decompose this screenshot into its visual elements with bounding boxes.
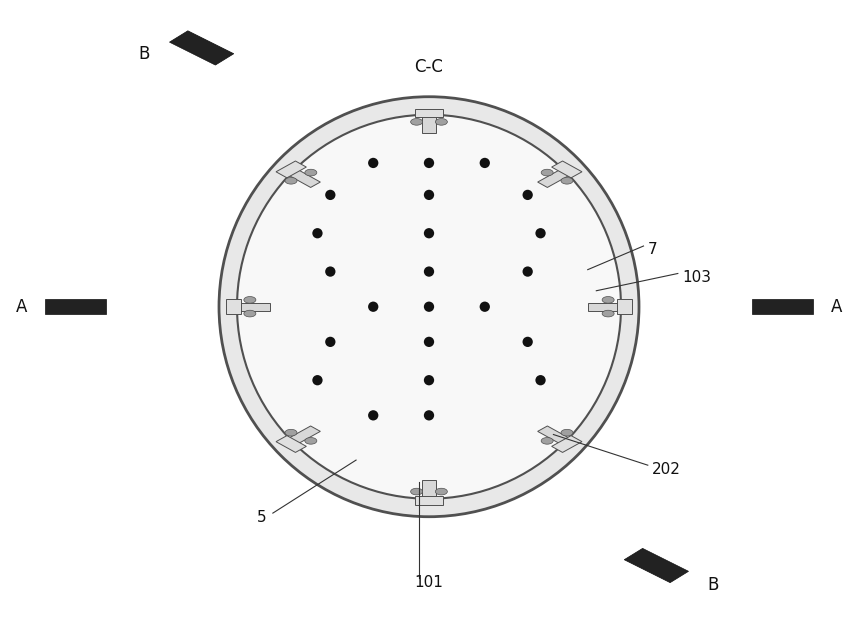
Polygon shape [415,497,443,505]
Polygon shape [281,166,320,187]
Polygon shape [552,161,582,178]
Ellipse shape [244,311,256,317]
Text: C-C: C-C [414,58,444,76]
Ellipse shape [368,410,378,420]
Ellipse shape [368,302,378,312]
Ellipse shape [435,488,447,495]
Polygon shape [45,299,106,314]
Polygon shape [229,303,270,311]
Polygon shape [415,109,443,117]
Ellipse shape [312,375,323,385]
Ellipse shape [602,311,614,317]
Text: B: B [708,576,719,594]
Ellipse shape [541,438,553,444]
Ellipse shape [285,429,297,436]
Ellipse shape [602,296,614,303]
Text: A: A [15,298,27,316]
Ellipse shape [237,115,621,498]
Ellipse shape [424,266,434,277]
Text: 5: 5 [257,510,267,525]
Text: 202: 202 [652,462,681,477]
Ellipse shape [435,118,447,125]
Polygon shape [588,303,629,311]
Ellipse shape [424,375,434,385]
Polygon shape [226,299,241,314]
Ellipse shape [424,410,434,420]
Ellipse shape [561,429,573,436]
Ellipse shape [285,178,297,184]
Ellipse shape [305,438,317,444]
Polygon shape [538,166,577,187]
Ellipse shape [523,337,533,347]
Text: B: B [139,45,150,63]
Ellipse shape [523,266,533,277]
Polygon shape [538,426,577,447]
Ellipse shape [424,190,434,200]
Text: 7: 7 [648,242,657,257]
Ellipse shape [244,296,256,303]
Polygon shape [625,548,688,583]
Ellipse shape [411,118,423,125]
Polygon shape [617,299,632,314]
Polygon shape [170,31,233,65]
Ellipse shape [424,228,434,238]
Polygon shape [276,436,306,452]
Ellipse shape [561,178,573,184]
Polygon shape [276,161,306,178]
Polygon shape [552,436,582,452]
Ellipse shape [424,158,434,168]
Ellipse shape [368,158,378,168]
Ellipse shape [424,302,434,312]
Ellipse shape [535,228,546,238]
Text: 103: 103 [682,270,711,286]
Ellipse shape [219,96,639,517]
Ellipse shape [535,375,546,385]
Ellipse shape [305,169,317,176]
Polygon shape [752,299,813,314]
Text: 101: 101 [414,575,444,590]
Ellipse shape [411,488,423,495]
Polygon shape [422,480,436,503]
Polygon shape [422,111,436,134]
Ellipse shape [312,228,323,238]
Ellipse shape [480,158,490,168]
Ellipse shape [325,337,335,347]
Ellipse shape [523,190,533,200]
Ellipse shape [325,266,335,277]
Text: A: A [831,298,843,316]
Ellipse shape [325,190,335,200]
Polygon shape [281,426,320,447]
Ellipse shape [424,337,434,347]
Ellipse shape [480,302,490,312]
Ellipse shape [541,169,553,176]
